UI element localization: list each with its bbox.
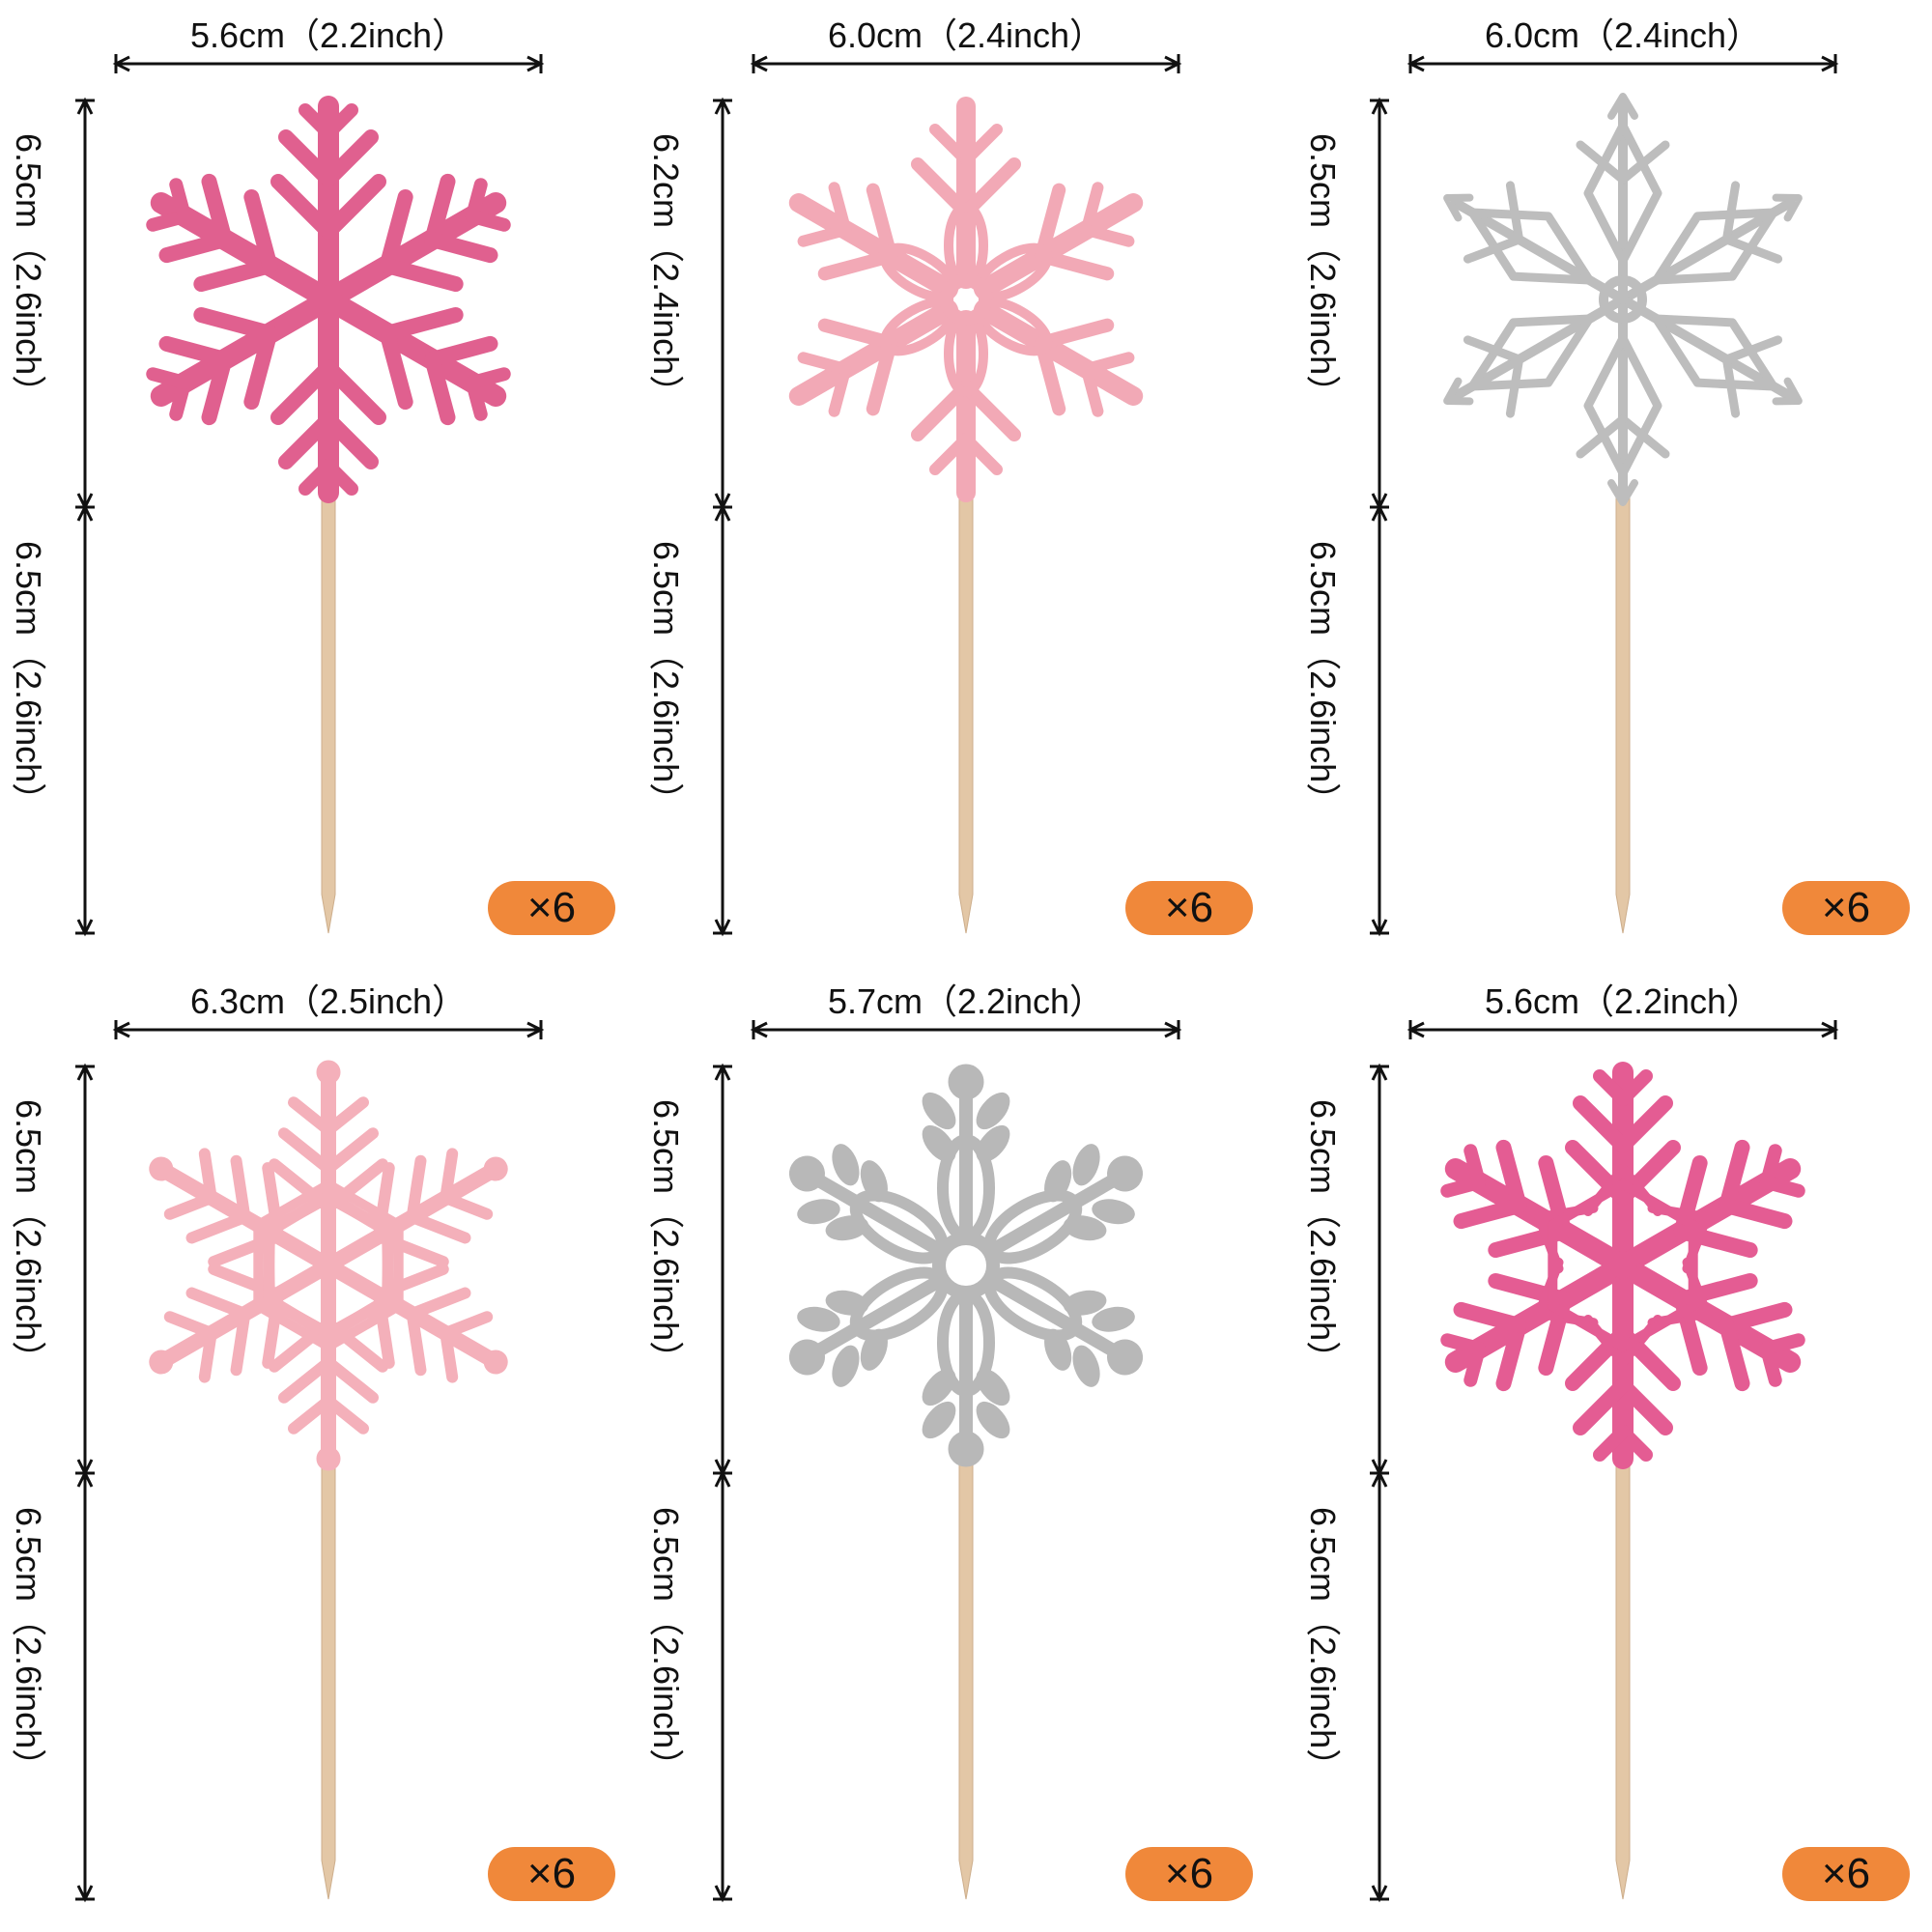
topper-card-2: 6.0cm（2.4inch） 6.2cm（2.4inch） 6.5cm（2.6inc… bbox=[638, 0, 1275, 956]
head-height-dimension-arrow bbox=[1370, 97, 1389, 511]
stick-length-dimension-arrow bbox=[1370, 1469, 1389, 1903]
topper-card-5: 5.7cm（2.2inch） 6.5cm（2.6inch） 6.5cm（2.6inc… bbox=[638, 966, 1275, 1922]
quantity-badge: ×6 bbox=[1125, 1847, 1253, 1901]
snowflake-icon bbox=[1440, 1062, 1805, 1469]
width-dimension-arrow bbox=[750, 54, 1182, 73]
head-height-label: 6.5cm（2.6inch） bbox=[646, 1099, 686, 1377]
stick-length-dimension-arrow bbox=[75, 1469, 95, 1903]
snowflake-icon bbox=[788, 1064, 1144, 1467]
width-label: 6.3cm（2.5inch） bbox=[189, 981, 468, 1021]
width-label: 5.6cm（2.2inch） bbox=[1484, 981, 1762, 1021]
snowflake-icon bbox=[146, 96, 511, 503]
head-height-dimension-arrow bbox=[713, 1063, 732, 1477]
width-label: 5.7cm（2.2inch） bbox=[827, 981, 1105, 1021]
head-height-label: 6.5cm（2.6inch） bbox=[1303, 133, 1343, 411]
toothpick-stick bbox=[321, 487, 336, 934]
width-dimension-arrow bbox=[112, 54, 545, 73]
topper-illustration bbox=[75, 54, 545, 937]
stick-length-dimension-arrow bbox=[713, 503, 732, 937]
head-height-label: 6.5cm（2.6inch） bbox=[1303, 1099, 1343, 1377]
stick-length-dimension-arrow bbox=[1370, 503, 1389, 937]
head-height-label: 6.2cm（2.4inch） bbox=[646, 133, 686, 411]
stick-length-label: 6.5cm（2.6inch） bbox=[1303, 541, 1343, 818]
topper-illustration bbox=[713, 1020, 1182, 1903]
snowflake-icon bbox=[1443, 93, 1803, 506]
topper-card-4: 6.3cm（2.5inch） 6.5cm（2.6inch） 6.5cm（2.6inc… bbox=[0, 966, 638, 1922]
snowflake-icon bbox=[788, 97, 1144, 502]
snowflake-icon bbox=[149, 1060, 508, 1471]
width-dimension-arrow bbox=[750, 1020, 1182, 1039]
stick-length-dimension-arrow bbox=[75, 503, 95, 937]
stick-length-dimension-arrow bbox=[713, 1469, 732, 1903]
stick-length-label: 6.5cm（2.6inch） bbox=[9, 1507, 48, 1784]
quantity-badge: ×6 bbox=[1782, 1847, 1910, 1901]
toothpick-stick bbox=[321, 1453, 336, 1900]
topper-illustration bbox=[75, 1020, 545, 1903]
width-label: 5.6cm（2.2inch） bbox=[189, 15, 468, 55]
topper-illustration bbox=[1370, 1020, 1839, 1903]
stick-length-label: 6.5cm（2.6inch） bbox=[646, 541, 686, 818]
topper-illustration bbox=[713, 54, 1182, 937]
head-height-label: 6.5cm（2.6inch） bbox=[9, 1099, 48, 1377]
topper-card-6: 5.6cm（2.2inch） 6.5cm（2.6inch） 6.5cm（2.6inc… bbox=[1294, 966, 1932, 1922]
head-height-dimension-arrow bbox=[75, 97, 95, 511]
width-dimension-arrow bbox=[112, 1020, 545, 1039]
stick-length-label: 6.5cm（2.6inch） bbox=[9, 541, 48, 818]
head-height-dimension-arrow bbox=[75, 1063, 95, 1477]
quantity-badge: ×6 bbox=[488, 1847, 615, 1901]
topper-card-1: 5.6cm（2.2inch） 6.5cm（2.6inch） 6.5cm（2.6inc… bbox=[0, 0, 638, 956]
width-dimension-arrow bbox=[1406, 54, 1839, 73]
head-height-dimension-arrow bbox=[713, 97, 732, 511]
stick-length-label: 6.5cm（2.6inch） bbox=[1303, 1507, 1343, 1784]
quantity-badge: ×6 bbox=[1782, 881, 1910, 935]
quantity-badge: ×6 bbox=[488, 881, 615, 935]
width-label: 6.0cm（2.4inch） bbox=[827, 15, 1105, 55]
stick-length-label: 6.5cm（2.6inch） bbox=[646, 1507, 686, 1784]
toothpick-stick bbox=[1615, 1453, 1631, 1900]
quantity-badge: ×6 bbox=[1125, 881, 1253, 935]
width-dimension-arrow bbox=[1406, 1020, 1839, 1039]
width-label: 6.0cm（2.4inch） bbox=[1484, 15, 1762, 55]
toothpick-stick bbox=[958, 1453, 974, 1900]
head-height-label: 6.5cm（2.6inch） bbox=[9, 133, 48, 411]
topper-illustration bbox=[1370, 54, 1839, 937]
topper-card-3: 6.0cm（2.4inch） 6.5cm（2.6inch） 6.5cm（2.6inc… bbox=[1294, 0, 1932, 956]
toothpick-stick bbox=[958, 487, 974, 934]
toothpick-stick bbox=[1615, 487, 1631, 934]
head-height-dimension-arrow bbox=[1370, 1063, 1389, 1477]
